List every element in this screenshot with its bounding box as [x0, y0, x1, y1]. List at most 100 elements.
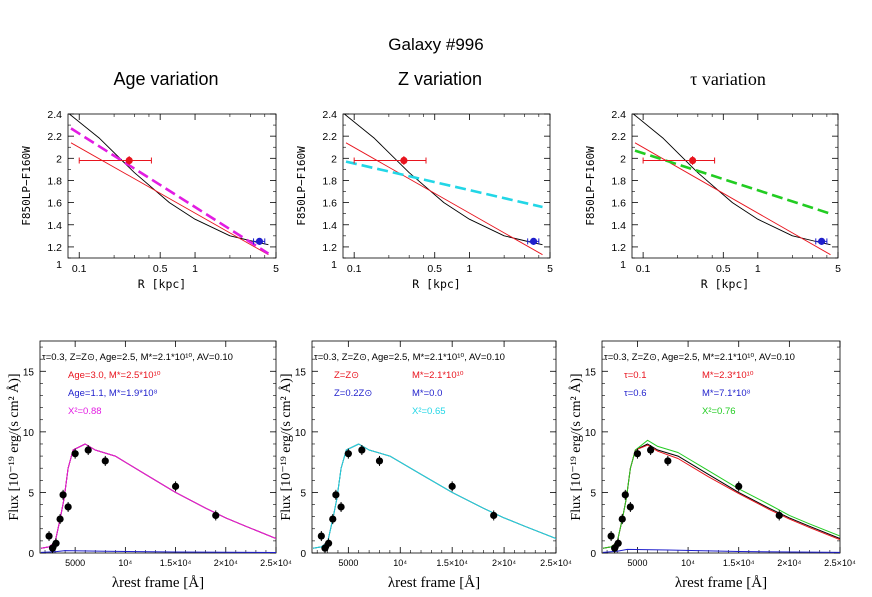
sed-variation	[312, 443, 556, 549]
photometry-point	[614, 539, 622, 547]
photometry-point	[45, 532, 53, 540]
photometry-point	[626, 503, 634, 511]
photometry-point	[212, 511, 220, 520]
x-tick-label: 5	[547, 263, 553, 275]
photometry-point	[633, 450, 642, 458]
panel-title: Age variation	[113, 69, 218, 89]
y-tick-label: 1	[331, 259, 337, 271]
y-axis-label: F850LP−F160W	[20, 146, 33, 226]
x-tick-label: 10⁴	[393, 558, 407, 568]
y-tick-label: 1.2	[611, 242, 626, 254]
y-tick-label: 15	[585, 367, 597, 378]
y-tick-label: 1.2	[322, 242, 337, 254]
photometry-point	[56, 515, 64, 523]
sed-variation	[602, 439, 840, 549]
photometry-point	[329, 515, 337, 523]
annotation: M*=7.1*10⁸	[702, 388, 751, 399]
y-axis-label: Flux [10⁻¹⁹ erg/(s cm² Å)]	[278, 373, 294, 520]
x-tick-label: 1	[755, 263, 761, 275]
annotation: M*=2.1*10¹⁰	[412, 370, 464, 381]
sed-blue	[40, 550, 276, 553]
series-fit	[345, 142, 543, 256]
x-axis-label: λrest frame [Å]	[112, 575, 204, 591]
panel-title: Z variation	[398, 69, 482, 89]
y-tick-label: 2	[56, 153, 62, 165]
x-tick-label: 1.5×10⁴	[160, 558, 192, 568]
photometry-point	[59, 491, 67, 499]
plot-frame	[342, 113, 551, 259]
x-tick-label: 5	[835, 263, 841, 275]
color-profile-panel-2: Z variation 1 1.2 1.4 1.6 1.8 2 2.2 2.4 0.1 0.5 1 5 R…	[295, 69, 553, 291]
x-tick-label: 5000	[65, 558, 85, 568]
x-tick-label: 1	[467, 263, 473, 275]
photometry-point	[64, 503, 72, 511]
photometry-point	[775, 511, 783, 520]
data-point	[400, 156, 408, 165]
y-tick-label: 1.6	[322, 198, 337, 210]
color-profile-panel-3: τ variation 1 1.2 1.4 1.6 1.8 2 2.2 2.4 0.1 0.5 1 5 R…	[584, 69, 841, 291]
sed-red	[602, 444, 840, 549]
curves	[343, 114, 543, 256]
x-axis-label: R [kpc]	[138, 277, 186, 291]
sed-curves	[40, 443, 276, 553]
y-tick-label: 2.4	[611, 109, 626, 121]
x-tick-label: 5000	[627, 558, 647, 568]
photometry-point	[101, 457, 109, 465]
annotation: X²=0.88	[68, 406, 102, 417]
y-axis-label: Flux [10⁻¹⁹ erg/(s cm² Å)]	[568, 373, 584, 520]
y-tick-label: 2.4	[47, 109, 62, 121]
x-tick-label: 0.5	[716, 263, 731, 275]
annotation-main: τ=0.3, Z=Z⊙, Age=2.5, M*=2.1*10¹⁰, AV=0.…	[42, 352, 233, 363]
sed-blue	[602, 548, 840, 553]
y-tick-label: 1	[56, 259, 62, 271]
y-tick-label: 1.4	[322, 220, 337, 232]
photometry-point	[325, 539, 333, 547]
x-tick-label: 2.5×10⁴	[824, 558, 856, 568]
annotation-main: τ=0.3, Z=Z⊙, Age=2.5, M*=2.1*10¹⁰, AV=0.…	[604, 352, 795, 363]
y-axis-label: F850LP−F160W	[295, 146, 308, 226]
y-tick-label: 1.8	[322, 175, 337, 187]
series-model	[68, 114, 269, 246]
x-tick-label: 2×10⁴	[777, 558, 801, 568]
sed-curves	[602, 439, 840, 553]
series-variation	[345, 160, 543, 209]
sed-panel-1: 0 5 10 15 5000 10⁴ 1.5×10⁴ 2×10⁴ 2.5×10⁴ λrest fr…	[6, 340, 292, 591]
y-tick-label: 1.8	[47, 175, 62, 187]
data-point	[818, 237, 826, 245]
color-profile-panel-1: Age variation 1 1.2 1.4 1.6 1.8 2 2.2 2.4 0.1 0.5 1…	[20, 69, 279, 291]
annotation: M*=2.3*10¹⁰	[702, 370, 754, 381]
photometry-point	[337, 503, 345, 511]
annotation-main: τ=0.3, Z=Z⊙, Age=2.5, M*=2.1*10¹⁰, AV=0.…	[314, 352, 505, 363]
y-tick-label: 0	[28, 549, 34, 560]
x-tick-label: 0.1	[72, 263, 87, 275]
y-tick-label: 1.2	[47, 242, 62, 254]
y-axis-label: F850LP−F160W	[584, 146, 597, 226]
plot-frame	[631, 113, 839, 259]
annotation: Age=3.0, M*=2.5*10¹⁰	[68, 370, 161, 381]
data-point	[125, 156, 133, 165]
y-tick-label: 1.4	[611, 220, 626, 232]
photometry-point	[647, 446, 655, 454]
x-tick-label: 1.5×10⁴	[723, 558, 755, 568]
photometry-point	[490, 511, 498, 520]
curves	[632, 114, 831, 256]
sed-variation	[40, 443, 276, 549]
x-axis-label: R [kpc]	[701, 277, 749, 291]
data-point	[255, 237, 264, 245]
y-tick-label: 5	[28, 488, 34, 499]
x-tick-label: 2×10⁴	[214, 558, 238, 568]
x-axis-label: λrest frame [Å]	[388, 575, 480, 591]
photometry-point	[332, 491, 340, 499]
y-tick-label: 2.4	[322, 109, 337, 121]
x-axis-label: R [kpc]	[412, 277, 460, 291]
photometry-point	[735, 482, 743, 490]
photometry-point	[317, 532, 325, 540]
y-tick-label: 2	[620, 153, 626, 165]
photometry-point	[358, 446, 366, 454]
data-point	[529, 237, 538, 245]
y-tick-label: 10	[295, 428, 307, 439]
photometry-point	[621, 491, 629, 499]
x-tick-label: 0.5	[153, 263, 168, 275]
y-tick-label: 1.4	[47, 220, 62, 232]
annotation: Age=1.1, M*=1.9*10⁸	[68, 388, 158, 399]
